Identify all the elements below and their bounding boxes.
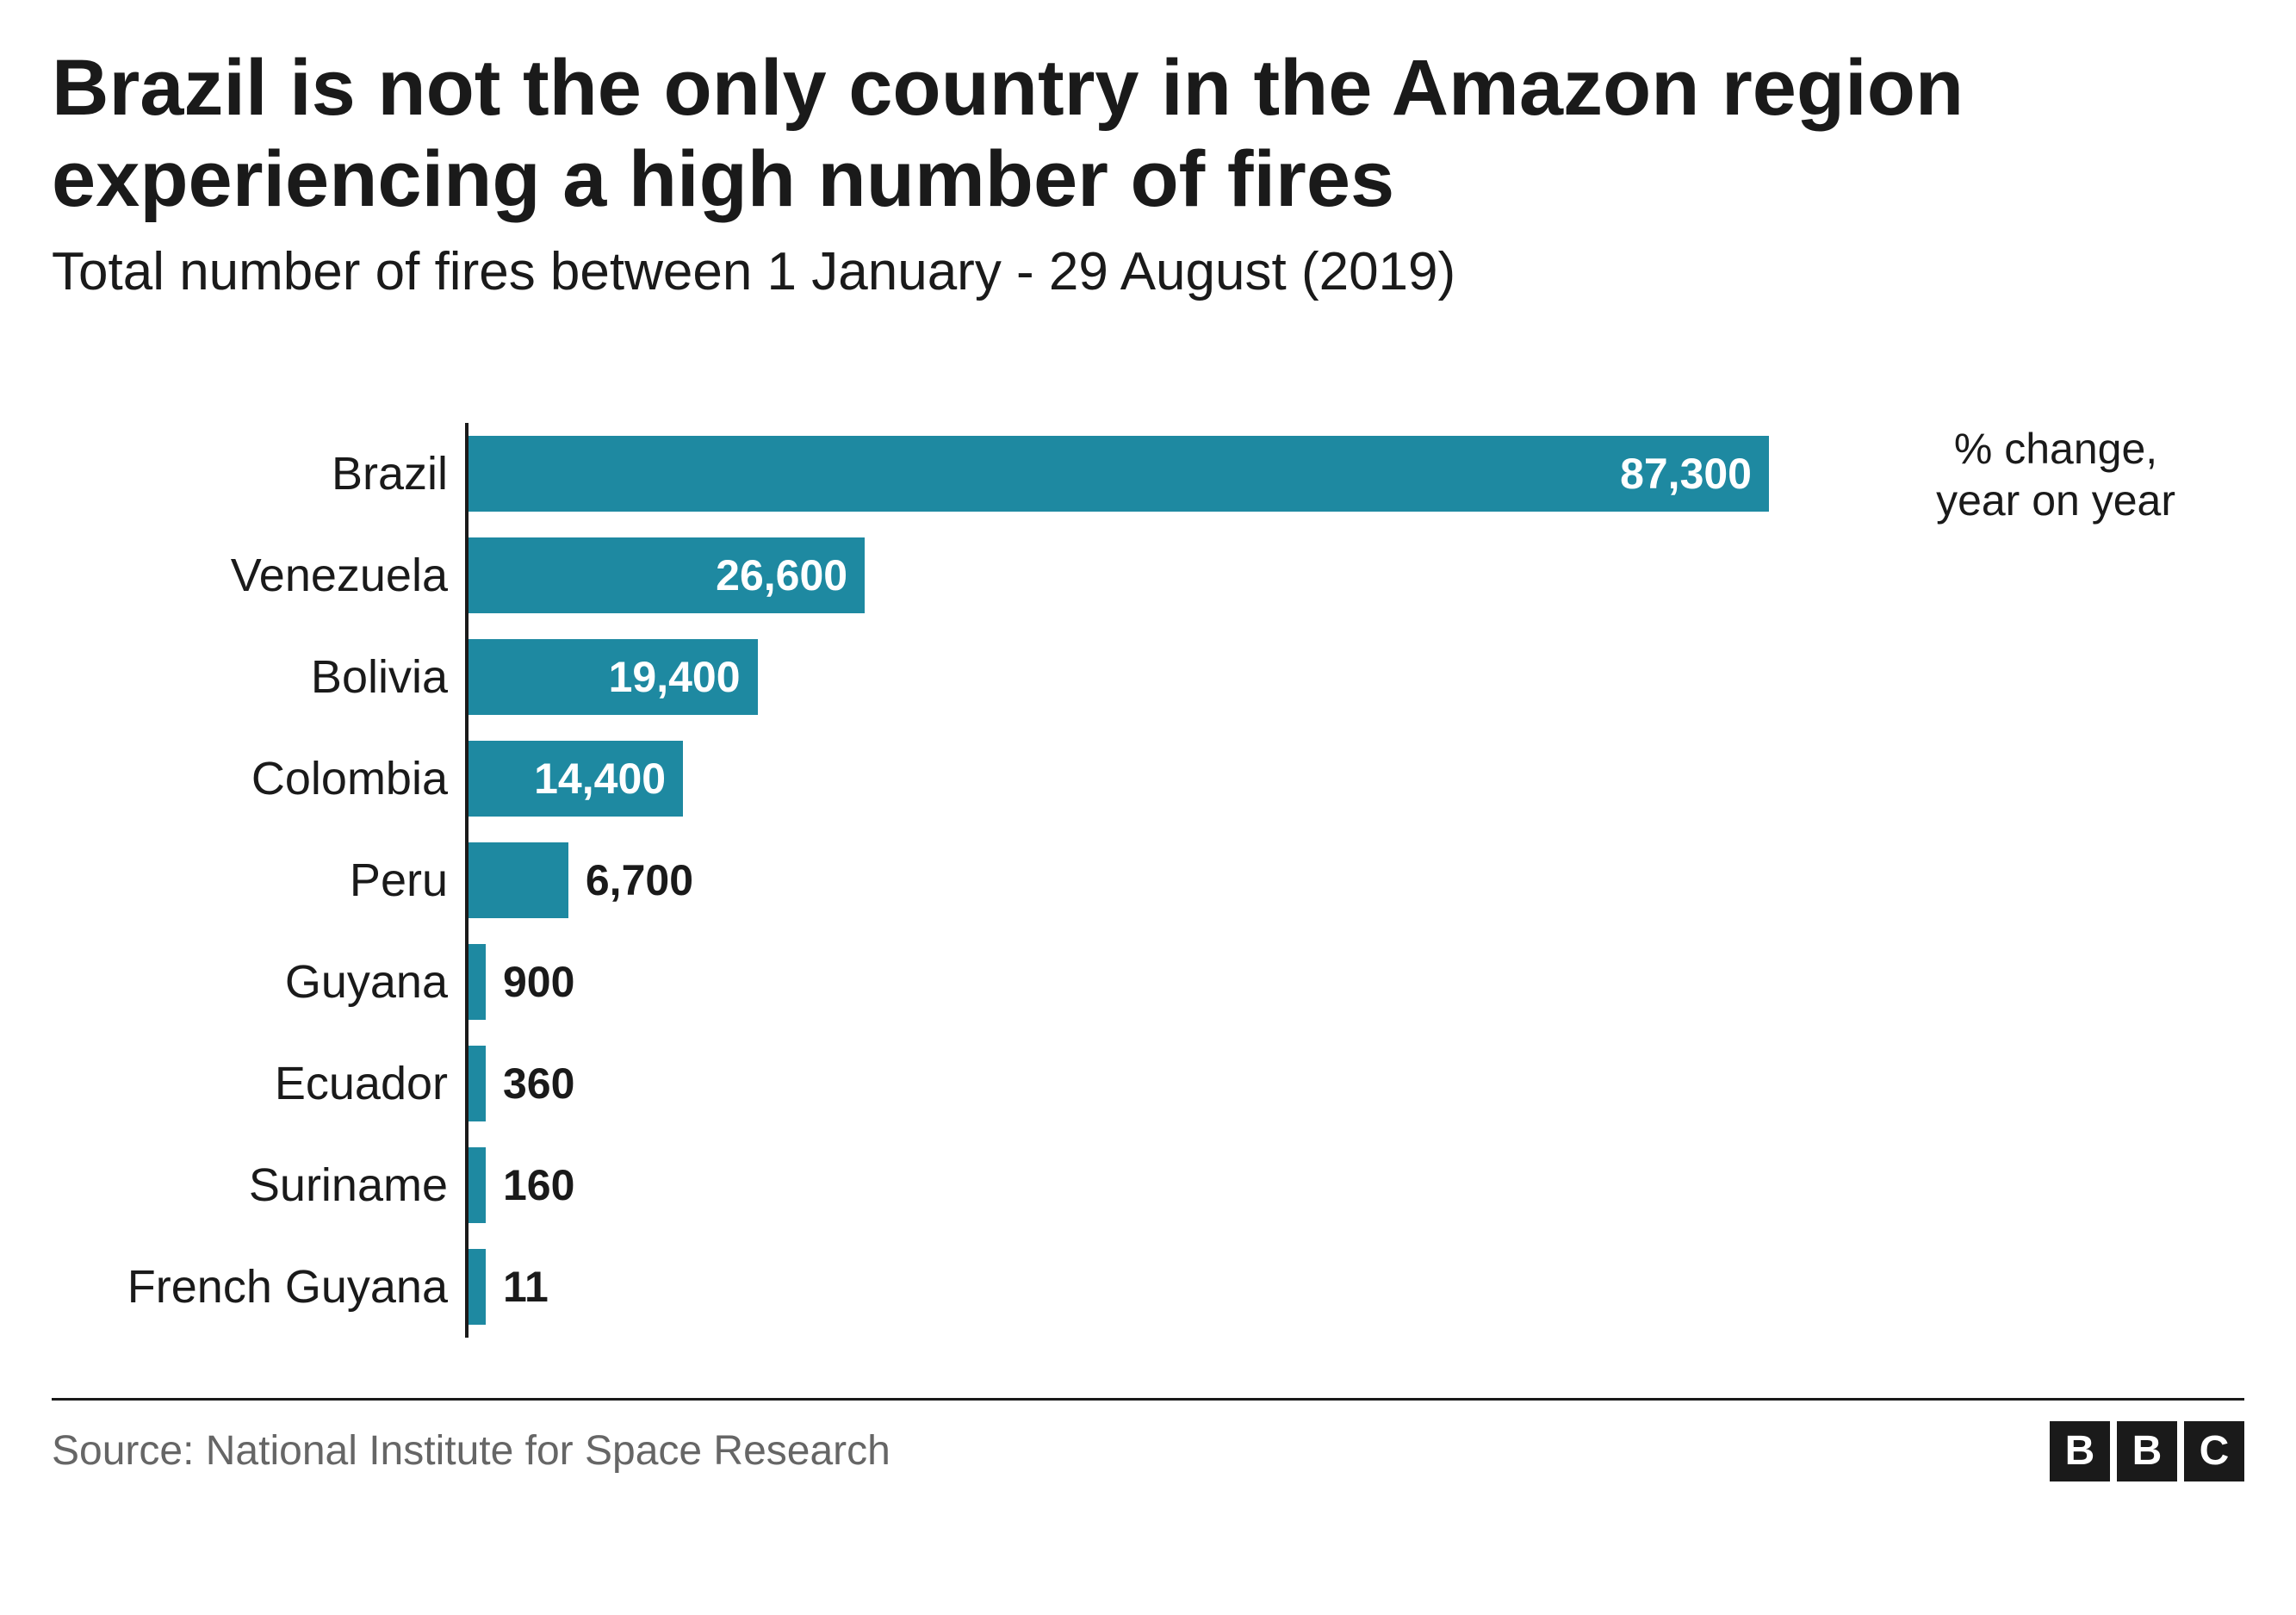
country-label: Colombia xyxy=(251,752,448,805)
bbc-logo: B B C xyxy=(2050,1421,2244,1481)
pct-change: -50% xyxy=(2262,1058,2296,1109)
source-text: Source: National Institute for Space Res… xyxy=(52,1427,890,1475)
bar: 19,400 xyxy=(469,639,758,715)
pct-change: +57% xyxy=(2262,1261,2296,1313)
bar: 87,300 xyxy=(469,436,1769,512)
bar xyxy=(469,944,486,1020)
country-label: Brazil xyxy=(332,447,448,500)
bar-value: 6,700 xyxy=(586,855,693,905)
pct-change: +18% xyxy=(2262,550,2296,601)
bar-row: Colombia14,400-13% xyxy=(469,728,2210,829)
bar-value: 360 xyxy=(503,1059,574,1109)
bar xyxy=(469,1249,486,1325)
country-label: Peru xyxy=(350,854,448,907)
bar-value: 14,400 xyxy=(534,754,666,804)
footer: Source: National Institute for Space Res… xyxy=(52,1421,2244,1481)
pct-change: +121% xyxy=(2262,1159,2296,1211)
country-label: French Guyana xyxy=(127,1260,448,1314)
bar: 14,400 xyxy=(469,741,683,817)
bar-value: 900 xyxy=(503,957,574,1007)
bar-row: Brazil87,300+76% xyxy=(469,423,2210,525)
bar-rows: Brazil87,300+76%Venezuela26,600+18%Boliv… xyxy=(465,423,2210,1338)
country-label: Ecuador xyxy=(275,1057,448,1110)
pct-change: -13% xyxy=(2262,753,2296,804)
bar-value: 19,400 xyxy=(609,652,741,702)
bar-value: 26,600 xyxy=(716,550,847,600)
bar-row: Suriname160+121% xyxy=(469,1134,2210,1236)
bbc-logo-b2: B xyxy=(2117,1421,2177,1481)
chart-title: Brazil is not the only country in the Am… xyxy=(52,43,2244,226)
bar-area: 11 xyxy=(469,1249,1769,1325)
bar-row: Guyana900+144% xyxy=(469,931,2210,1033)
bar-area: 87,300 xyxy=(469,436,1769,512)
bar-area: 14,400 xyxy=(469,741,1769,817)
bbc-logo-c: C xyxy=(2184,1421,2244,1481)
bar-area: 6,700 xyxy=(469,842,1769,918)
country-label: Venezuela xyxy=(231,549,448,602)
bar-area: 360 xyxy=(469,1046,1769,1121)
pct-change: +76% xyxy=(2262,448,2296,500)
pct-change: +92% xyxy=(2262,854,2296,906)
chart-area: % change, year on year Brazil87,300+76%V… xyxy=(52,423,2244,1338)
bar-row: Peru6,700+92% xyxy=(469,829,2210,931)
bar-row: French Guyana11+57% xyxy=(469,1236,2210,1338)
bar xyxy=(469,842,568,918)
footer-divider xyxy=(52,1398,2244,1401)
bar-row: Ecuador360-50% xyxy=(469,1033,2210,1134)
country-label: Suriname xyxy=(249,1158,448,1212)
bar: 26,600 xyxy=(469,537,865,613)
bar-area: 160 xyxy=(469,1147,1769,1223)
pct-change: +144% xyxy=(2262,956,2296,1008)
bar-row: Venezuela26,600+18% xyxy=(469,525,2210,626)
bar-value: 11 xyxy=(503,1262,549,1312)
country-label: Guyana xyxy=(285,955,448,1009)
chart-subtitle: Total number of fires between 1 January … xyxy=(52,241,2244,302)
bar xyxy=(469,1147,486,1223)
bar xyxy=(469,1046,486,1121)
pct-change: +79% xyxy=(2262,651,2296,703)
bar-area: 900 xyxy=(469,944,1769,1020)
bar-area: 26,600 xyxy=(469,537,1769,613)
bar-row: Bolivia19,400+79% xyxy=(469,626,2210,728)
bar-area: 19,400 xyxy=(469,639,1769,715)
country-label: Bolivia xyxy=(311,650,448,704)
bar-value: 87,300 xyxy=(1620,449,1752,499)
bbc-logo-b1: B xyxy=(2050,1421,2110,1481)
bar-value: 160 xyxy=(503,1160,574,1210)
